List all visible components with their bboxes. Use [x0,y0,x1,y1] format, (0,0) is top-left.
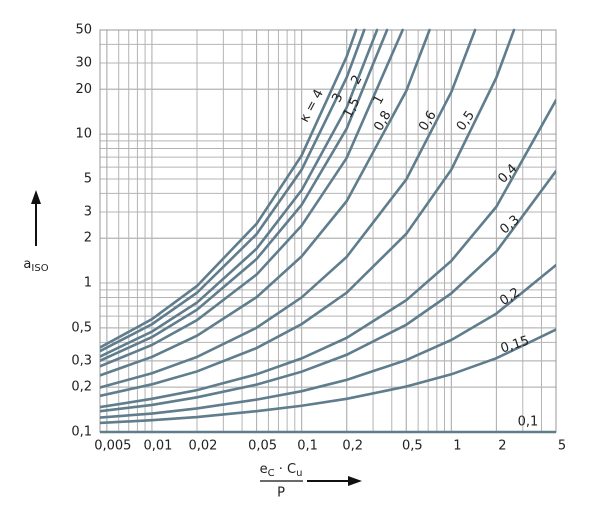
y-tick-label: 0,2 [71,380,92,395]
label-text: a [23,257,31,272]
curve [100,169,556,413]
curve [100,28,431,377]
y-tick-label: 1 [84,276,92,291]
curve [100,28,379,358]
curve [100,28,404,368]
y-axis-label: aISO [23,257,48,275]
y-tick-label: 50 [75,23,92,38]
curve [100,28,389,363]
y-tick-label: 2 [84,231,92,246]
label-text: e [260,462,268,477]
curve-label: 0,3 [497,213,522,238]
curve-label: 0,5 [454,108,478,134]
y-tick-label: 20 [75,82,92,97]
curve-label: 0,6 [416,108,440,133]
y-tick-label: 30 [75,56,92,71]
curve [100,28,366,353]
subscript: C [268,468,275,479]
y-tick-label: 3 [84,204,92,219]
curve [100,328,556,425]
x-tick-label: 0,2 [342,439,363,454]
x-tick-label: 0,05 [248,439,277,454]
x-tick-label: 0,01 [143,439,172,454]
curve-label: 0,8 [371,108,394,133]
curve [100,263,556,419]
plot-frame [99,29,557,433]
curve-label: 2 [348,73,365,87]
curve [100,28,516,398]
x-arrow-head [348,476,362,486]
curve-label: 0,1 [518,415,539,430]
y-tick-label: 10 [75,127,92,142]
x-tick-label: 0,02 [189,439,218,454]
x-tick-label: 5 [558,439,566,454]
curve-label: 0,15 [499,333,531,356]
curve [100,98,556,409]
curve [100,28,477,389]
x-tick-label: 2 [498,439,506,454]
y-tick-label: 0,3 [71,353,92,368]
x-tick-label: 0,1 [297,439,318,454]
y-arrow-head [31,190,41,204]
x-axis-label-numerator: eC · Cu [260,462,303,480]
subscript: u [296,468,302,479]
label-text: · C [275,462,296,477]
x-tick-label: 0,5 [402,439,423,454]
y-tick-label: 5 [84,171,92,186]
x-tick-label: 0,005 [94,439,131,454]
x-axis-label-denominator: P [277,486,285,501]
curve-label: 0,2 [497,285,522,309]
subscript: ISO [31,263,48,274]
curve [100,28,358,349]
x-tick-label: 1 [453,439,461,454]
y-tick-label: 0,1 [71,425,92,440]
grid [100,29,557,433]
y-tick-label: 0,5 [71,320,92,335]
curve-label: 0,4 [495,161,520,186]
